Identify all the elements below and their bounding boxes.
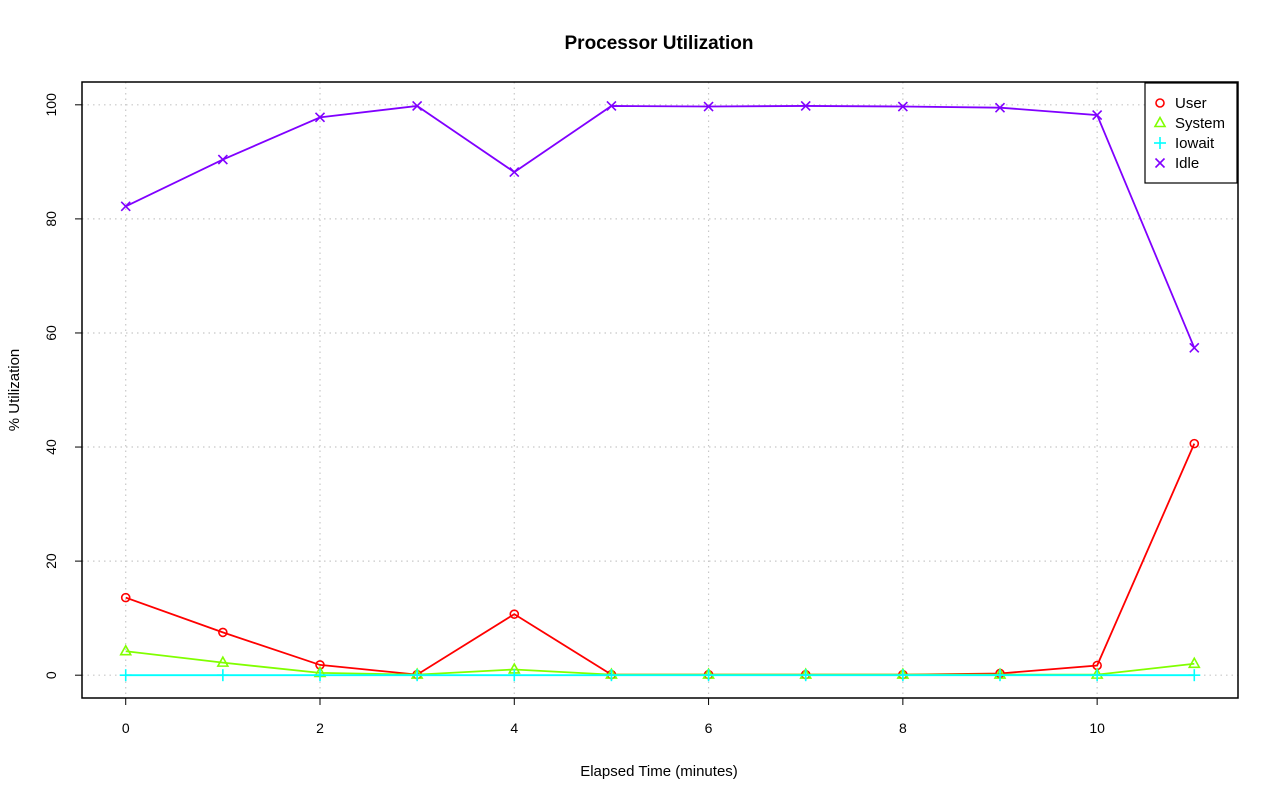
data-point-user [1189, 438, 1200, 449]
data-point-iowait [799, 669, 812, 682]
series-layer [119, 100, 1201, 682]
data-point-idle [994, 102, 1006, 113]
x-tick-label: 0 [122, 720, 130, 736]
data-point-idle [606, 100, 617, 112]
data-point-iowait [119, 669, 132, 682]
plot-frame [81, 81, 1239, 699]
y-axis-label: % Utilization [6, 349, 23, 432]
y-tick-label: 20 [43, 553, 59, 569]
y-axis: 0 20 40 60 80 100 [43, 93, 82, 679]
data-point-iowait [411, 669, 424, 682]
data-point-idle [1189, 342, 1200, 353]
y-tick-label: 80 [43, 211, 59, 227]
series-line-user [125, 443, 1196, 676]
data-point-idle [120, 201, 131, 212]
series-idle [120, 100, 1200, 353]
data-point-idle [509, 167, 520, 178]
data-point-system [1187, 656, 1201, 669]
grid-lines [82, 82, 1238, 698]
data-point-idle [412, 100, 423, 112]
data-point-iowait [216, 669, 229, 682]
y-tick-label: 100 [43, 93, 59, 117]
legend: User System Iowait Idle [1144, 82, 1238, 184]
data-point-idle [1092, 110, 1103, 121]
series-system [119, 644, 1201, 679]
series-line-idle [125, 105, 1196, 349]
legend-marker-system [1153, 115, 1167, 128]
data-point-user [218, 627, 228, 638]
series-iowait [119, 669, 1201, 682]
series-user [120, 438, 1200, 680]
data-point-system [216, 655, 230, 667]
x-tick-label: 6 [705, 720, 713, 736]
data-point-iowait [1091, 669, 1104, 682]
legend-label-user: User [1175, 95, 1207, 112]
data-point-user [120, 592, 131, 603]
y-tick-label: 60 [43, 325, 59, 341]
x-axis-label: Elapsed Time (minutes) [580, 763, 738, 780]
data-point-idle [703, 101, 714, 112]
legend-label-system: System [1175, 115, 1225, 132]
data-point-iowait [1188, 669, 1201, 682]
data-point-idle [314, 112, 326, 123]
data-point-iowait [508, 669, 521, 682]
legend-label-idle: Idle [1175, 155, 1199, 172]
x-tick-label: 4 [510, 720, 518, 736]
legend-marker-user [1155, 98, 1165, 108]
x-tick-label: 10 [1089, 720, 1105, 736]
legend-marker-iowait [1154, 137, 1166, 149]
data-point-idle [897, 101, 908, 112]
data-point-user [509, 609, 520, 619]
data-point-idle [217, 154, 228, 165]
chart-title: Processor Utilization [565, 33, 754, 54]
x-tick-label: 2 [316, 720, 324, 736]
y-tick-label: 40 [43, 439, 59, 455]
data-point-idle [800, 100, 811, 112]
data-point-iowait [994, 669, 1006, 682]
data-point-system [119, 644, 133, 656]
data-point-iowait [896, 669, 909, 682]
data-point-iowait [605, 669, 618, 682]
legend-marker-idle [1154, 157, 1166, 169]
x-tick-label: 8 [899, 720, 907, 736]
x-axis: 0 2 4 6 8 10 [122, 698, 1105, 736]
data-point-iowait [702, 669, 715, 682]
y-tick-label: 0 [43, 671, 59, 679]
legend-label-iowait: Iowait [1175, 135, 1215, 152]
data-point-iowait [314, 669, 326, 682]
